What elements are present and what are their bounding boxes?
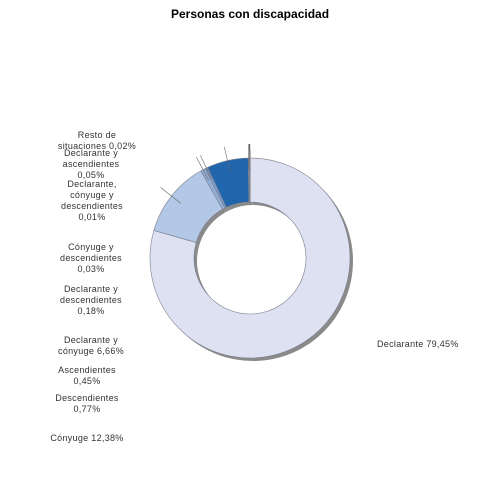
slice-label-declarante-y-conyuge: Declarante y cónyuge 6,66% [58,335,124,356]
chart-title: Personas con discapacidad [171,7,329,21]
slice-label-resto-de-situaciones: Resto de situaciones 0,02% [58,130,136,151]
donut-slices [149,157,351,359]
leader-lines [160,143,251,204]
slice-label-descendientes: Descendientes 0,77% [55,393,119,414]
slice-label-ascendientes: Ascendientes 0,45% [58,365,116,386]
leader-line [200,155,212,179]
slice-label-conyuge-y-descendientes: Cónyuge y descendientes 0,03% [60,242,122,274]
slice-labels: Declarante 79,45% Cónyuge 12,38% Descendie… [50,130,458,443]
slice-label-declarante: Declarante 79,45% [377,339,459,349]
leader-line [224,146,231,173]
leader-line [160,187,182,204]
slice-label-declarante-conyuge-y-descendientes: Declarante, cónyuge y descendientes 0,01% [61,179,123,222]
slice-label-declarante-y-descendientes: Declarante y descendientes 0,18% [60,284,122,316]
slice-label-conyuge: Cónyuge 12,38% [50,433,123,443]
slice-declarante [149,157,351,359]
slice-label-declarante-y-ascendientes: Declarante y ascendientes 0,05% [63,148,120,180]
leader-line [196,157,209,181]
